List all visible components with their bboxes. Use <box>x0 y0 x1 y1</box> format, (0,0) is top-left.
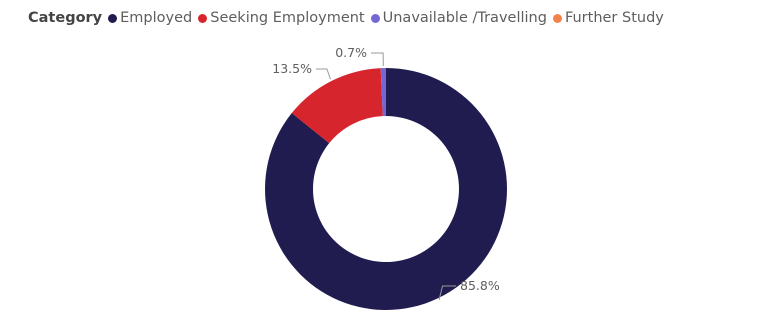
legend-item-unavailable-travelling[interactable]: Unavailable /Travelling <box>370 10 547 26</box>
legend-label-further-study: Further Study <box>564 10 664 26</box>
legend-item-seeking-employment[interactable]: Seeking Employment <box>198 10 365 26</box>
data-label-employed: 85.8% <box>460 278 500 293</box>
leader-line-employed <box>438 285 456 301</box>
legend-label-unavailable-travelling: Unavailable /Travelling <box>382 10 547 26</box>
legend-item-employed[interactable]: Employed <box>108 10 192 26</box>
leader-line-seeking-employment <box>316 68 331 80</box>
legend-label-employed: Employed <box>120 10 193 26</box>
legend-dot-seeking-employment <box>198 13 208 23</box>
legend-dot-unavailable-travelling <box>370 13 380 23</box>
legend-label-seeking-employment: Seeking Employment <box>210 10 365 26</box>
legend-item-further-study[interactable]: Further Study <box>552 10 664 26</box>
chart-legend: Category Employed Seeking Employment Una… <box>28 6 670 30</box>
data-label-seeking-employment: 13.5% <box>272 61 312 76</box>
slice-unavailable-travelling[interactable] <box>380 68 386 117</box>
legend-dot-employed <box>108 13 118 23</box>
slice-seeking-employment[interactable] <box>291 68 383 144</box>
legend-title: Category <box>28 10 103 26</box>
legend-dot-further-study <box>552 13 562 23</box>
leader-line-unavailable-travelling <box>371 52 384 67</box>
data-label-unavailable-travelling: 0.7% <box>335 45 367 60</box>
slice-employed[interactable] <box>265 68 507 311</box>
